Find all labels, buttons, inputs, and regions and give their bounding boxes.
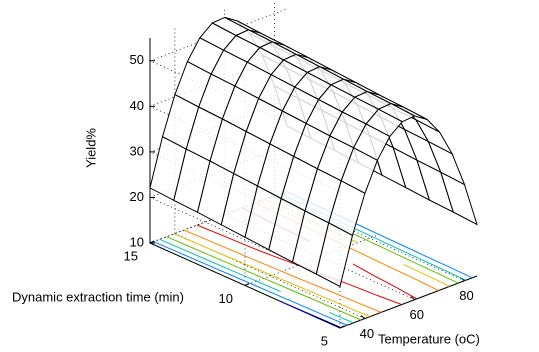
- contour-line: [196, 224, 223, 236]
- tick-mark: [244, 283, 250, 286]
- contour-line: [271, 274, 297, 287]
- contour-line: [345, 305, 371, 318]
- contour-line: [352, 263, 375, 277]
- y-tick-label: 5: [321, 333, 328, 348]
- contour-line: [355, 223, 380, 236]
- contour-line: [272, 255, 299, 266]
- x-tick-label: 40: [360, 326, 374, 341]
- axis-line: [339, 275, 478, 329]
- contour-line: [356, 301, 382, 313]
- contour-line: [250, 283, 275, 295]
- x-tick-label: 80: [459, 288, 473, 303]
- surface-cell: [315, 222, 354, 288]
- contour-line: [346, 246, 371, 259]
- contour-line: [256, 280, 281, 293]
- contour-line: [173, 233, 199, 245]
- contour-line: [372, 236, 397, 249]
- contour-line: [198, 243, 207, 249]
- contour-line: [312, 298, 337, 311]
- contour-line: [183, 249, 209, 261]
- contour-line: [225, 272, 251, 284]
- x-axis-label: Temperature (oC): [378, 331, 480, 346]
- contour-line: [153, 241, 178, 253]
- contour-line: [246, 245, 260, 252]
- contour-line: [434, 271, 459, 284]
- contour-line: [259, 250, 273, 257]
- contour-line: [201, 262, 227, 274]
- contour-line: [207, 259, 233, 272]
- contour-line: [375, 294, 402, 306]
- contour-line: [294, 276, 307, 283]
- contour-line: [298, 303, 324, 316]
- y-tick-label: 10: [219, 291, 233, 306]
- contour-line: [403, 264, 428, 276]
- tick-mark: [360, 315, 366, 319]
- z-tick-label: 10: [130, 234, 144, 249]
- contour-line: [322, 314, 348, 326]
- contour-line: [350, 284, 376, 296]
- contour-line: [208, 239, 234, 252]
- contour-line: [280, 300, 293, 308]
- contour-line: [395, 247, 420, 260]
- contour-line: [448, 266, 473, 279]
- contour-line: [373, 275, 397, 288]
- contour-line: [159, 238, 185, 251]
- contour-line: [222, 254, 248, 266]
- contour-line: [392, 268, 417, 280]
- x-tick-label: 60: [409, 307, 423, 322]
- contour-line: [292, 306, 318, 318]
- y-axis-label: Dynamic extraction time (min): [12, 289, 184, 304]
- contour-line: [331, 291, 357, 303]
- contour-line: [421, 281, 439, 292]
- contour-line: [206, 247, 224, 256]
- contour-line: [306, 281, 332, 293]
- z-axis-label: Yield%: [83, 128, 98, 168]
- z-tick-label: 30: [130, 143, 144, 158]
- contour-line: [214, 257, 240, 269]
- tick-mark: [149, 240, 155, 244]
- contour-line: [190, 246, 216, 259]
- contour-line: [365, 239, 390, 252]
- z-tick-label: 50: [130, 52, 144, 67]
- contour-line: [263, 277, 289, 290]
- contour-line: [296, 285, 322, 297]
- contour-line: [419, 258, 443, 270]
- contour-line: [257, 260, 283, 272]
- z-tick-label: 20: [130, 189, 144, 204]
- contour-line: [232, 250, 258, 262]
- contour-line: [378, 234, 403, 246]
- contour-line: [177, 251, 203, 264]
- contour-line: [274, 293, 300, 305]
- contour-line: [166, 236, 192, 248]
- contour-line: [395, 286, 418, 300]
- contour-line: [287, 288, 313, 300]
- contour-line: [221, 234, 247, 247]
- z-tick-label: 40: [130, 98, 144, 113]
- contour-line: [328, 312, 354, 324]
- contour-line: [411, 260, 436, 273]
- contour-line: [320, 295, 346, 307]
- contour-line: [336, 309, 362, 321]
- contour-line: [316, 316, 342, 329]
- contour-line: [425, 255, 450, 268]
- contour-line: [388, 250, 413, 262]
- y-tick-label: 15: [124, 248, 138, 263]
- contour-line: [415, 279, 423, 283]
- contour-line: [239, 267, 265, 279]
- contour-line: [247, 264, 273, 276]
- contour-line: [426, 274, 450, 287]
- contour-line: [442, 268, 467, 281]
- tick-mark: [410, 296, 416, 301]
- contour-line: [232, 270, 257, 282]
- contour-line: [281, 271, 295, 278]
- contour-line: [402, 244, 426, 257]
- contour-line: [183, 229, 209, 241]
- contour-line: [369, 257, 394, 270]
